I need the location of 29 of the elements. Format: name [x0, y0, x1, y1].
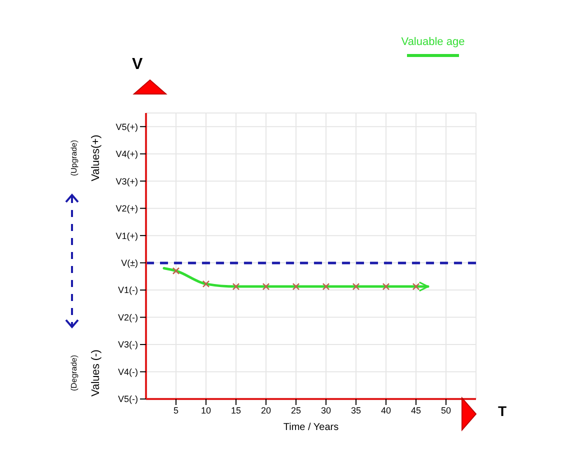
x-tick-label: 50 — [440, 405, 452, 416]
x-axis-title: Time / Years — [283, 422, 339, 433]
text: V3(-) — [118, 340, 138, 350]
text: T — [498, 403, 507, 419]
x-tick-label: 15 — [230, 405, 242, 416]
text: Values (-) — [90, 350, 102, 396]
text: V3(+) — [116, 176, 138, 186]
text: V2(+) — [116, 204, 138, 214]
text: V2(-) — [118, 312, 138, 322]
text: Valuable age — [400, 36, 466, 48]
x-tick-label: 35 — [350, 405, 362, 416]
text: V(±) — [121, 258, 138, 268]
text: V5(+) — [116, 122, 138, 132]
text: V1(+) — [116, 230, 138, 241]
text: (Upgrade) — [70, 140, 78, 176]
x-tick-label: 30 — [320, 405, 332, 416]
x-tick-label: 25 — [290, 405, 302, 416]
x-tick-label: 40 — [380, 405, 392, 416]
x-tick-label: 5 — [173, 405, 179, 416]
x-tick-label: 10 — [200, 405, 212, 416]
text: (Degrade) — [70, 354, 78, 392]
text: V4(-) — [118, 366, 138, 377]
text: V1(-) — [118, 285, 138, 296]
text: Values(+) — [90, 134, 102, 182]
text: V — [132, 56, 143, 74]
text: V5(-) — [118, 394, 138, 404]
x-tick-label: 45 — [410, 405, 422, 416]
text: V4(+) — [116, 149, 138, 160]
x-tick-label: 20 — [260, 405, 272, 416]
